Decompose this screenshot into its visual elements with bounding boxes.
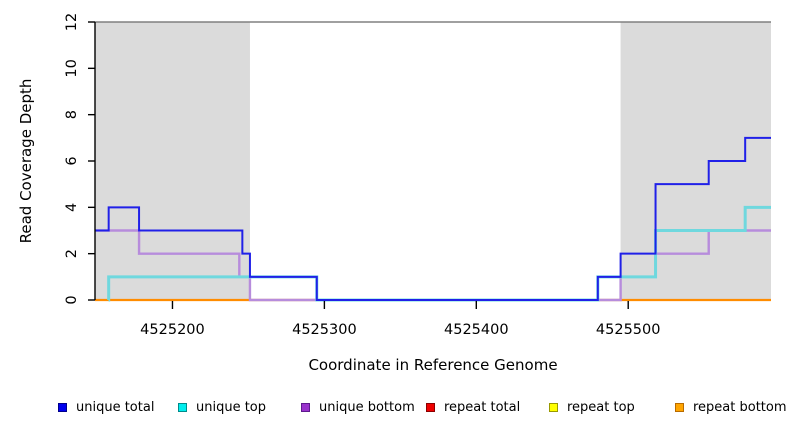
- shaded-region-0: [95, 22, 250, 300]
- x-axis-title: Coordinate in Reference Genome: [308, 356, 557, 374]
- y-tick-label-0: 0: [64, 295, 80, 304]
- legend-item-repeat-total: repeat total: [426, 398, 520, 416]
- y-tick-label-10: 10: [64, 59, 80, 77]
- shaded-region-1: [620, 22, 771, 300]
- axes: 0 2 4 6 8 10 12 4525200 4525300 4525400 4525500: [64, 13, 660, 338]
- legend-label-unique-total: unique total: [76, 399, 155, 415]
- shaded-repeat-regions: [95, 22, 771, 300]
- legend-swatch-unique-bottom: [301, 402, 310, 412]
- legend-label-repeat-bottom: repeat bottom: [693, 399, 787, 415]
- legend-item-unique-bottom: unique bottom: [301, 398, 415, 416]
- legend-swatch-repeat-total: [426, 402, 435, 412]
- y-tick-label-4: 4: [64, 203, 80, 212]
- legend-label-unique-top: unique top: [196, 399, 267, 415]
- series-line-unique-total: [95, 136, 771, 301]
- legend-label-repeat-total: repeat total: [444, 399, 521, 415]
- x-tick-label-4525300: 4525300: [292, 322, 357, 338]
- y-tick-label-12: 12: [64, 13, 80, 31]
- legend-swatch-repeat-top: [549, 402, 558, 412]
- y-tick-label-6: 6: [64, 156, 80, 165]
- legend-label-repeat-top: repeat top: [567, 399, 635, 415]
- legend-swatch-repeat-bottom: [675, 402, 684, 412]
- x-tick-label-4525500: 4525500: [596, 322, 661, 338]
- series-lines: [95, 21, 771, 302]
- legend: unique total unique top unique bottom repea…: [0, 398, 792, 418]
- y-axis-title: Read Coverage Depth: [17, 79, 35, 244]
- legend-label-unique-bottom: unique bottom: [319, 399, 415, 415]
- legend-item-repeat-bottom: repeat bottom: [675, 398, 787, 416]
- legend-swatch-unique-top: [178, 402, 187, 412]
- legend-item-unique-top: unique top: [178, 398, 266, 416]
- x-tick-label-4525200: 4525200: [140, 322, 205, 338]
- y-tick-label-2: 2: [64, 249, 80, 258]
- y-tick-label-8: 8: [64, 110, 80, 119]
- legend-swatch-unique-total: [58, 402, 67, 412]
- x-tick-label-4525400: 4525400: [444, 322, 509, 338]
- legend-item-repeat-top: repeat top: [549, 398, 635, 416]
- legend-item-unique-total: unique total: [58, 398, 154, 416]
